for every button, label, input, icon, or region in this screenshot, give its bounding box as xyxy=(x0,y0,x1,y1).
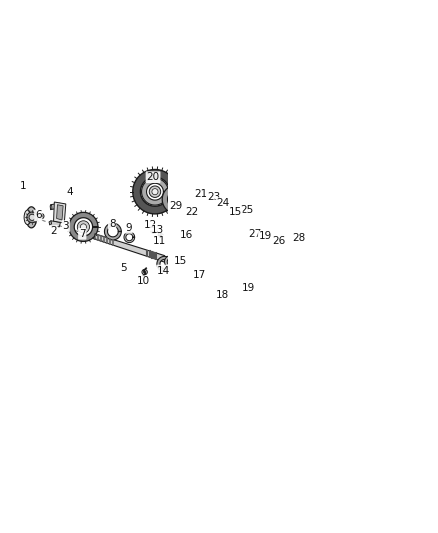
Circle shape xyxy=(77,221,89,233)
Text: 8: 8 xyxy=(109,219,116,229)
Polygon shape xyxy=(254,219,277,241)
Polygon shape xyxy=(53,202,66,223)
Polygon shape xyxy=(189,256,213,280)
Circle shape xyxy=(142,269,147,274)
Polygon shape xyxy=(50,205,52,209)
Text: 25: 25 xyxy=(240,205,254,215)
Circle shape xyxy=(144,271,146,273)
Text: 9: 9 xyxy=(125,223,132,233)
Text: 19: 19 xyxy=(241,283,254,293)
Text: 17: 17 xyxy=(193,270,206,280)
Circle shape xyxy=(189,201,198,211)
Text: 2: 2 xyxy=(50,225,57,236)
Polygon shape xyxy=(211,262,239,303)
Polygon shape xyxy=(157,256,172,272)
Text: 20: 20 xyxy=(146,172,159,182)
Text: 27: 27 xyxy=(248,229,261,239)
Polygon shape xyxy=(217,201,231,215)
Circle shape xyxy=(39,214,44,219)
Text: 19: 19 xyxy=(258,231,272,241)
Circle shape xyxy=(171,193,183,205)
Text: 15: 15 xyxy=(174,256,187,266)
Text: 7: 7 xyxy=(79,229,85,239)
Polygon shape xyxy=(194,192,210,209)
Text: 24: 24 xyxy=(216,198,230,208)
Ellipse shape xyxy=(26,207,37,228)
Circle shape xyxy=(215,201,217,203)
Polygon shape xyxy=(246,217,265,237)
Text: 6: 6 xyxy=(35,211,42,221)
Polygon shape xyxy=(180,193,206,219)
Circle shape xyxy=(80,224,86,230)
Polygon shape xyxy=(213,268,236,298)
Circle shape xyxy=(149,186,161,197)
Text: 23: 23 xyxy=(207,192,220,202)
Polygon shape xyxy=(104,223,121,240)
Text: 18: 18 xyxy=(216,290,230,300)
Text: 26: 26 xyxy=(272,237,285,246)
Text: 15: 15 xyxy=(229,207,242,217)
Circle shape xyxy=(151,230,155,233)
Text: 21: 21 xyxy=(194,189,208,199)
Circle shape xyxy=(152,189,158,195)
Text: 5: 5 xyxy=(120,263,127,273)
Text: 10: 10 xyxy=(137,276,150,286)
Text: 13: 13 xyxy=(151,225,164,235)
Circle shape xyxy=(179,252,184,257)
Text: 1: 1 xyxy=(20,181,26,191)
Polygon shape xyxy=(237,270,260,293)
Polygon shape xyxy=(209,198,219,208)
Polygon shape xyxy=(176,231,199,254)
Polygon shape xyxy=(133,169,177,214)
Polygon shape xyxy=(57,205,63,220)
Circle shape xyxy=(29,214,35,220)
Text: 12: 12 xyxy=(143,220,157,230)
Text: 14: 14 xyxy=(157,265,170,276)
Polygon shape xyxy=(95,234,165,262)
Text: 16: 16 xyxy=(180,230,193,240)
Circle shape xyxy=(158,233,161,236)
Circle shape xyxy=(275,230,284,239)
Polygon shape xyxy=(218,204,255,241)
Circle shape xyxy=(229,215,244,230)
Text: 28: 28 xyxy=(293,232,306,243)
Polygon shape xyxy=(69,212,98,241)
Circle shape xyxy=(184,239,191,247)
Polygon shape xyxy=(261,216,298,253)
Polygon shape xyxy=(124,232,134,243)
Polygon shape xyxy=(95,238,102,241)
Polygon shape xyxy=(50,221,60,227)
Polygon shape xyxy=(240,208,256,224)
Polygon shape xyxy=(141,179,168,205)
Text: 29: 29 xyxy=(170,201,183,211)
Text: 11: 11 xyxy=(153,237,166,246)
Circle shape xyxy=(233,219,240,226)
Polygon shape xyxy=(95,234,102,237)
Polygon shape xyxy=(269,224,290,245)
Polygon shape xyxy=(50,203,60,209)
Polygon shape xyxy=(162,185,191,214)
Circle shape xyxy=(40,215,42,217)
Polygon shape xyxy=(292,222,308,239)
Polygon shape xyxy=(49,221,52,225)
Circle shape xyxy=(27,212,38,223)
Circle shape xyxy=(196,264,205,273)
Polygon shape xyxy=(165,256,177,268)
Polygon shape xyxy=(173,246,190,263)
Text: 22: 22 xyxy=(185,207,199,216)
Text: 4: 4 xyxy=(66,187,73,197)
Text: 3: 3 xyxy=(63,221,69,231)
Ellipse shape xyxy=(24,210,31,224)
